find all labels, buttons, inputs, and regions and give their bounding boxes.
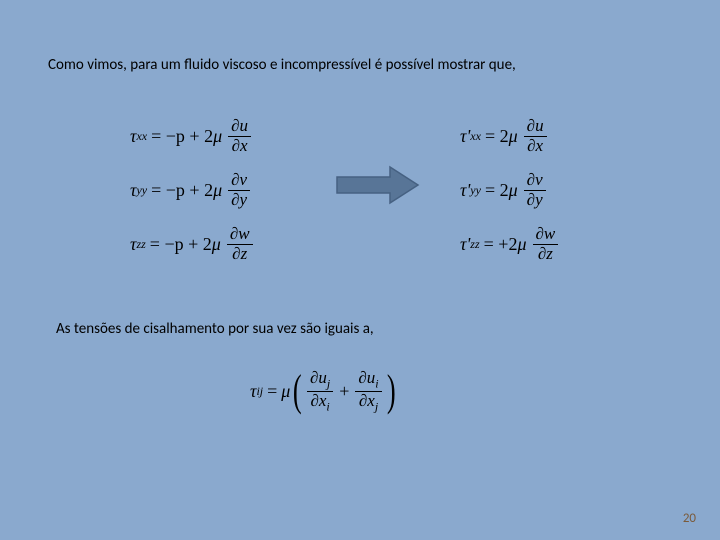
equation-shear: τij = μ(∂uj∂xi+∂ui∂xj) [250, 370, 398, 424]
equation-row: τ'yy = 2μ ∂v∂y [460, 169, 560, 211]
equation-row: τ'zz = +2μ ∂w∂z [460, 223, 560, 265]
equation-row: τyy = −p + 2μ ∂v∂y [130, 169, 255, 211]
page-number: 20 [683, 511, 696, 526]
intro-text: Como vimos, para um fluido viscoso e inc… [48, 56, 516, 74]
equations-left-block: τxx = −p + 2μ ∂u∂x τyy = −p + 2μ ∂v∂y τzz … [130, 115, 255, 277]
equation-row: τzz = −p + 2μ ∂w∂z [130, 223, 255, 265]
arrow-icon [335, 165, 420, 205]
equation-row: τ'xx = 2μ ∂u∂x [460, 115, 560, 157]
shear-text: As tensões de cisalhamento por sua vez s… [56, 320, 374, 338]
equations-right-block: τ'xx = 2μ ∂u∂x τ'yy = 2μ ∂v∂y τ'zz = +2μ ∂… [460, 115, 560, 277]
equation-row: τij = μ(∂uj∂xi+∂ui∂xj) [250, 370, 398, 412]
equation-row: τxx = −p + 2μ ∂u∂x [130, 115, 255, 157]
